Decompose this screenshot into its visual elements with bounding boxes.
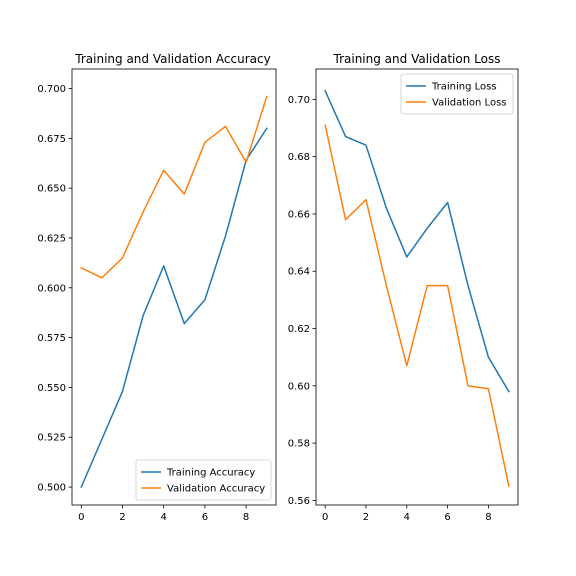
accuracy-y-tick-label: 0.675: [37, 134, 66, 145]
accuracy-y-tick-label: 0.550: [37, 383, 66, 394]
loss-y-tick-label: 0.62: [288, 324, 310, 335]
accuracy-series-line-1: [80, 95, 268, 279]
loss-x-tick-label: 6: [444, 512, 450, 523]
accuracy-y-tick-label: 0.650: [37, 184, 66, 195]
accuracy-series-line-0: [80, 127, 268, 489]
accuracy-y-tick-label: 0.625: [37, 233, 66, 244]
loss-legend: Training Loss Validation Loss: [400, 73, 514, 115]
accuracy-legend-box: [135, 459, 272, 501]
loss-chart-title: Training and Validation Loss: [333, 52, 501, 66]
accuracy-x-tick-label: 6: [202, 512, 208, 523]
loss-legend-box: [400, 73, 514, 115]
loss-plot-marks: [324, 89, 510, 487]
loss-axis-ticks: 0 2 4 6 8 0.56 0.58 0.60 0.62 0.64 0.66 0.68 0.70: [288, 95, 492, 523]
loss-legend-label-1: Validation Loss: [432, 98, 507, 109]
loss-legend-label-0: Training Loss: [431, 82, 497, 93]
accuracy-legend-label-0: Training Accuracy: [166, 468, 255, 479]
accuracy-chart: Training and Validation Accuracy 0 2 4 6 8 0.…: [37, 52, 277, 523]
loss-plot-frame: [315, 68, 519, 506]
loss-y-tick-label: 0.60: [288, 381, 310, 392]
loss-x-tick-label: 8: [485, 512, 491, 523]
accuracy-y-tick-label: 0.700: [37, 84, 66, 95]
loss-series-line-0: [324, 89, 510, 393]
loss-y-tick-label: 0.58: [288, 439, 310, 450]
loss-x-tick-label: 4: [404, 512, 410, 523]
accuracy-legend-label-1: Validation Accuracy: [167, 484, 265, 495]
accuracy-x-tick-label: 4: [161, 512, 167, 523]
loss-y-tick-label: 0.64: [288, 267, 310, 278]
accuracy-y-tick-label: 0.525: [37, 433, 66, 444]
accuracy-x-tick-label: 2: [119, 512, 125, 523]
accuracy-y-tick-label: 0.500: [37, 483, 66, 494]
accuracy-x-tick-label: 8: [243, 512, 249, 523]
loss-y-tick-label: 0.70: [288, 95, 310, 106]
accuracy-y-tick-label: 0.600: [37, 283, 66, 294]
loss-chart: Training and Validation Loss 0 2 4 6 8 0.56 0.…: [288, 52, 519, 523]
loss-y-tick-label: 0.56: [288, 496, 310, 507]
loss-y-tick-label: 0.66: [288, 209, 310, 220]
accuracy-plot-marks: [80, 95, 268, 489]
loss-x-tick-label: 0: [322, 512, 328, 523]
accuracy-chart-title: Training and Validation Accuracy: [74, 52, 270, 66]
accuracy-plot-frame: [71, 68, 277, 506]
loss-x-tick-label: 2: [363, 512, 369, 523]
accuracy-legend: Training Accuracy Validation Accuracy: [135, 459, 272, 501]
accuracy-y-tick-label: 0.575: [37, 333, 66, 344]
loss-series-line-1: [324, 124, 510, 487]
loss-y-tick-label: 0.68: [288, 152, 310, 163]
accuracy-x-tick-label: 0: [78, 512, 84, 523]
accuracy-axis-ticks: 0 2 4 6 8 0.500 0.525 0.550 0.575 0.600 0.625 0.650…: [37, 84, 249, 523]
